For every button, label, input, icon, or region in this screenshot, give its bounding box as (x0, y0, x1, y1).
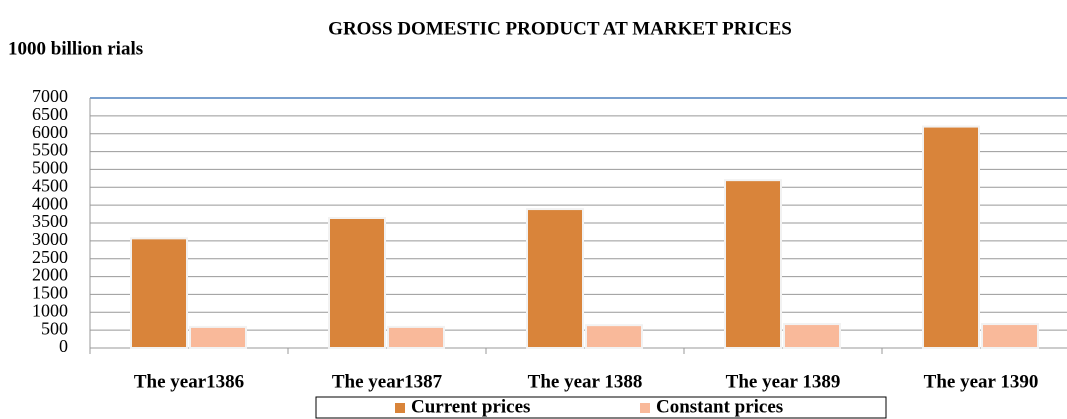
x-tick-label: The year1387 (332, 371, 443, 392)
bar (328, 217, 386, 349)
y-axis-label: 1000 billion rials (8, 38, 143, 59)
legend-swatch (640, 403, 650, 413)
y-tick-label: 1000 (32, 300, 68, 320)
legend-label: Constant prices (656, 396, 783, 417)
bar (922, 125, 980, 349)
y-tick-label: 4500 (32, 175, 68, 195)
x-tick-label: The year 1390 (924, 371, 1039, 392)
legend-label: Current prices (411, 396, 530, 417)
y-tick-label: 500 (41, 318, 68, 338)
x-tick-label: The year 1389 (726, 371, 841, 392)
legend-swatch (395, 403, 405, 413)
bar (130, 237, 188, 350)
y-tick-label: 4000 (32, 193, 68, 213)
bar (783, 323, 841, 350)
y-tick-label: 0 (59, 336, 68, 356)
x-tick-label: The year 1388 (528, 371, 643, 392)
legend-box (315, 396, 887, 419)
y-tick-label: 6000 (32, 122, 68, 142)
y-tick-label: 3000 (32, 229, 68, 249)
chart-title: GROSS DOMESTIC PRODUCT AT MARKET PRICES (328, 18, 792, 39)
bar (189, 325, 247, 349)
y-tick-label: 7000 (32, 86, 68, 106)
bar (585, 324, 643, 349)
bar (387, 325, 445, 349)
y-tick-label: 2500 (32, 247, 68, 267)
y-tick-label: 3500 (32, 211, 68, 231)
y-tick-label: 2000 (32, 265, 68, 285)
bar (724, 179, 782, 349)
x-tick-label: The year1386 (134, 371, 244, 392)
y-tick-label: 5500 (32, 140, 68, 160)
y-tick-label: 6500 (32, 104, 68, 124)
bar (981, 323, 1039, 350)
bar (526, 208, 584, 349)
y-tick-label: 1500 (32, 283, 68, 303)
y-tick-label: 5000 (32, 158, 68, 178)
